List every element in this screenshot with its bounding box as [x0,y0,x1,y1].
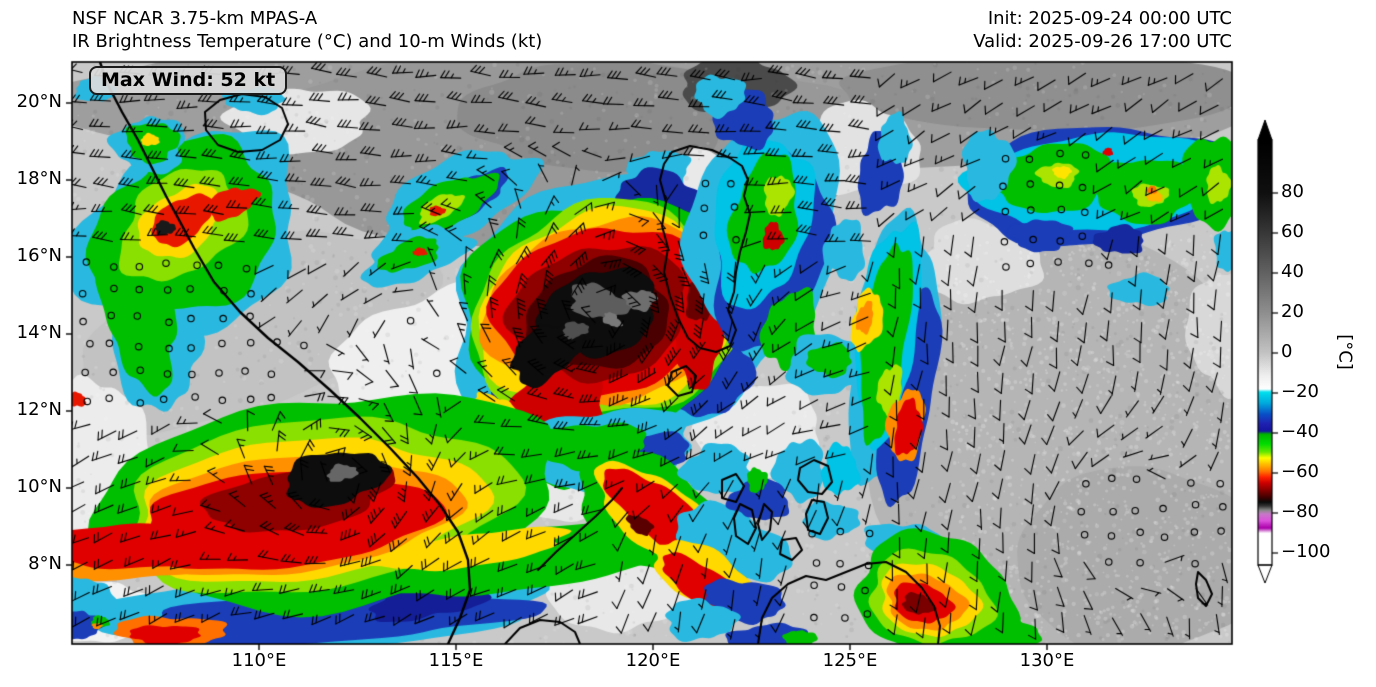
title-block: NSF NCAR 3.75-km MPAS-A IR Brightness Te… [72,7,542,53]
colorbar-tick-label: 20 [1281,301,1304,322]
lat-tick-label: 18°N [16,168,62,189]
time-block: Init: 2025-09-24 00:00 UTC Valid: 2025-0… [973,7,1232,53]
colorbar-tick-label: −80 [1281,501,1319,522]
colorbar-tick-label: −100 [1281,541,1331,562]
lat-tick-label: 16°N [16,245,62,266]
colorbar-unit-label: [°C] [1334,334,1356,370]
colorbar-tick-label: −20 [1281,381,1319,402]
colorbar-tick-label: −40 [1281,421,1319,442]
lat-tick-label: 8°N [28,553,62,574]
colorbar-tick-label: 40 [1281,261,1304,282]
colorbar-tick-label: −60 [1281,461,1319,482]
lat-tick-label: 14°N [16,322,62,343]
colorbar-tick-label: 0 [1281,341,1293,362]
model-title: NSF NCAR 3.75-km MPAS-A [72,8,318,29]
lon-tick-label: 125°E [822,650,878,671]
lat-tick-label: 20°N [16,91,62,112]
init-time: Init: 2025-09-24 00:00 UTC [987,8,1232,29]
lon-tick-label: 120°E [625,650,681,671]
colorbar-tick-label: 60 [1281,221,1304,242]
field-title: IR Brightness Temperature (°C) and 10-m … [72,31,543,52]
valid-time: Valid: 2025-09-26 17:00 UTC [973,31,1232,52]
lon-tick-label: 110°E [231,650,287,671]
lon-tick-label: 115°E [428,650,484,671]
lon-tick-label: 130°E [1019,650,1075,671]
colorbar-tick-label: 80 [1281,181,1304,202]
lat-tick-label: 12°N [16,399,62,420]
max-wind-annotation: Max Wind: 52 kt [89,66,288,95]
lat-tick-label: 10°N [16,476,62,497]
